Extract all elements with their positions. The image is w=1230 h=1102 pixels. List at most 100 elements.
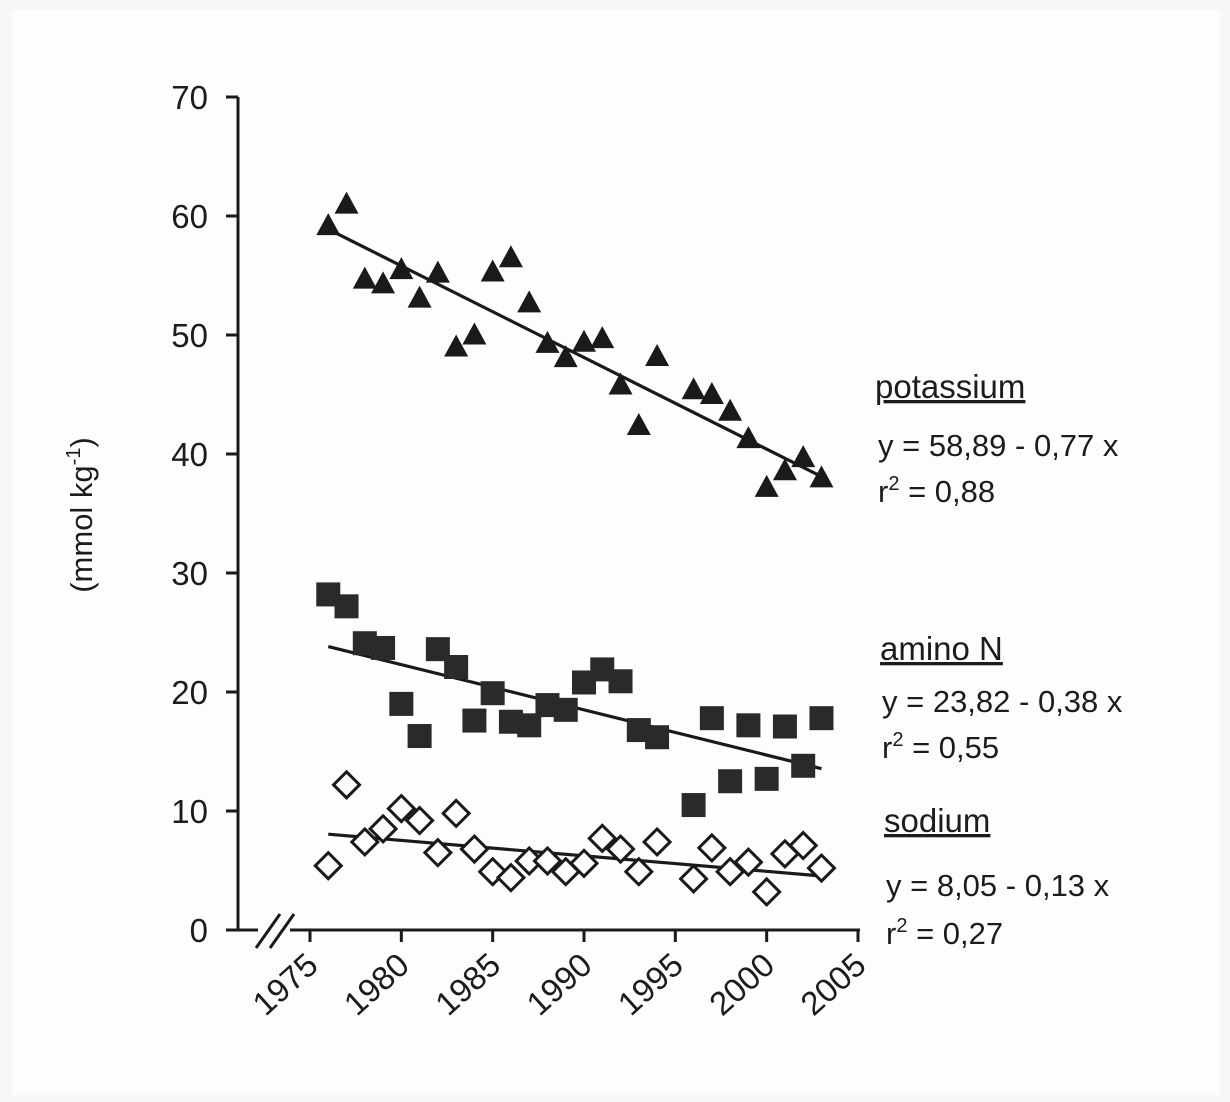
sodium-point — [806, 852, 837, 884]
sodium-point — [386, 793, 417, 824]
x-tick-label: 2005 — [793, 946, 872, 1023]
potassium-point — [572, 329, 596, 352]
trendline-potassium — [327, 227, 823, 479]
y-tick-label: 10 — [171, 793, 208, 830]
amino-n-annotation: amino N y = 23,82 - 0,38 x r2 = 0,55 — [880, 630, 1123, 765]
sodium-point — [349, 826, 380, 858]
x-tick-label: 1980 — [337, 946, 416, 1023]
potassium-point — [517, 290, 542, 313]
sodium-point — [568, 848, 600, 879]
sodium-point — [422, 837, 453, 868]
sodium-point — [495, 862, 527, 893]
potassium-point — [699, 382, 724, 405]
sodium-point — [459, 833, 490, 865]
sodium-point — [751, 876, 782, 908]
x-tick-label: 2000 — [702, 946, 781, 1023]
y-tick-label: 20 — [171, 674, 208, 711]
amino-n-point — [389, 691, 414, 716]
y-tick-label: 50 — [171, 317, 208, 354]
potassium-point — [352, 266, 377, 289]
potassium-point — [772, 458, 797, 481]
sodium-point — [678, 863, 709, 894]
amino-n-point — [462, 708, 487, 733]
trendlines — [327, 227, 823, 878]
potassium-annotation: potassium y = 58,89 - 0,77 x r2 = 0,88 — [875, 368, 1119, 509]
sodium-point — [532, 845, 563, 877]
sodium-point — [313, 850, 344, 881]
axes — [226, 95, 860, 949]
markers — [313, 191, 837, 908]
amino-n-point — [553, 697, 578, 722]
potassium-point — [316, 213, 341, 236]
x-tick-label: 1985 — [428, 946, 507, 1023]
potassium-point — [407, 285, 432, 308]
potassium-point — [371, 271, 396, 294]
y-axis-label-superscript: -1 — [63, 448, 85, 466]
potassium-point — [681, 377, 706, 400]
sodium-point — [367, 813, 399, 844]
sodium-r2: r2 = 0,27 — [886, 915, 1003, 951]
sodium-equation: y = 8,05 - 0,13 x — [886, 868, 1110, 903]
potassium-equation: y = 58,89 - 0,77 x — [878, 428, 1119, 463]
potassium-point — [553, 345, 578, 368]
amino-n-point — [718, 769, 743, 794]
sodium-point — [623, 856, 654, 887]
sodium-point — [404, 805, 435, 836]
amino-n-equation: y = 23,82 - 0,38 x — [882, 684, 1123, 719]
x-tick-label: 1995 — [611, 946, 690, 1023]
y-axis-label: (mmol kg-1) — [63, 437, 99, 593]
sodium-name: sodium — [884, 802, 990, 839]
potassium-point — [389, 257, 414, 280]
sodium-point — [733, 847, 764, 878]
potassium-r2: r2 = 0,88 — [878, 473, 995, 509]
axis-break-mark — [254, 913, 282, 949]
y-tick-label: 30 — [171, 555, 208, 592]
figure-paper — [12, 10, 1220, 1095]
sodium-point — [441, 798, 472, 829]
potassium-name: potassium — [875, 368, 1025, 405]
potassium-point — [718, 398, 743, 421]
amino-n-point — [754, 766, 779, 791]
y-tick-label: 40 — [171, 436, 208, 473]
y-tick-label: 0 — [190, 912, 208, 949]
potassium-point — [535, 330, 560, 353]
axis-break-mark — [268, 913, 296, 949]
x-tick-label: 1990 — [519, 946, 598, 1023]
y-tick-label: 70 — [171, 79, 208, 116]
amino-n-name: amino N — [880, 630, 1003, 667]
sodium-point — [788, 830, 819, 861]
sodium-point — [605, 833, 636, 865]
amino-n-point — [645, 725, 670, 750]
potassium-point — [498, 245, 523, 268]
sodium-point — [696, 832, 727, 864]
sodium-point — [641, 826, 673, 858]
amino-n-point — [334, 594, 359, 619]
x-tick-label: 1975 — [245, 946, 324, 1023]
potassium-point — [334, 191, 359, 214]
amino-n-point — [791, 753, 816, 778]
amino-n-point — [681, 793, 706, 818]
potassium-point — [645, 343, 670, 366]
amino-n-point — [809, 706, 834, 731]
potassium-point — [626, 412, 651, 435]
amino-n-r2: r2 = 0,55 — [882, 729, 999, 765]
sodium-point — [587, 823, 618, 854]
sodium-point — [331, 769, 362, 800]
amino-n-point — [608, 669, 633, 694]
amino-n-point — [772, 714, 797, 739]
potassium-point — [791, 445, 816, 468]
potassium-point — [608, 372, 633, 395]
potassium-point — [462, 322, 487, 345]
amino-n-point — [517, 713, 542, 738]
amino-n-point — [699, 706, 724, 731]
y-tick-label: 60 — [171, 198, 208, 235]
amino-n-point — [407, 724, 432, 749]
amino-n-point — [736, 713, 761, 738]
potassium-point — [736, 426, 761, 449]
potassium-point — [425, 260, 450, 283]
sodium-annotation: sodium y = 8,05 - 0,13 x r2 = 0,27 — [884, 802, 1110, 951]
amino-n-point — [444, 655, 469, 680]
potassium-point — [444, 334, 469, 357]
